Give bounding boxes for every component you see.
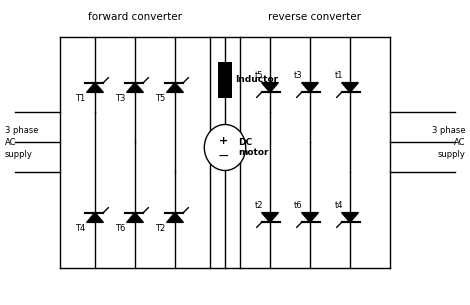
Text: DC
motor: DC motor: [238, 138, 269, 157]
Text: T3: T3: [115, 95, 125, 103]
Text: t2: t2: [254, 201, 263, 210]
Text: t6: t6: [294, 201, 303, 210]
Polygon shape: [262, 213, 278, 222]
Text: Inductor: Inductor: [235, 76, 278, 84]
Text: T6: T6: [115, 224, 125, 233]
Polygon shape: [302, 213, 318, 222]
Text: T4: T4: [75, 224, 86, 233]
Text: T2: T2: [156, 224, 165, 233]
Polygon shape: [86, 83, 103, 92]
Text: T5: T5: [156, 95, 165, 103]
Polygon shape: [302, 83, 318, 92]
Text: t1: t1: [334, 70, 343, 80]
Text: t5: t5: [254, 70, 263, 80]
Bar: [218, 63, 232, 98]
Text: t4: t4: [334, 201, 343, 210]
Text: T1: T1: [75, 95, 86, 103]
Ellipse shape: [204, 124, 246, 170]
Text: 3 phase
AC
supply: 3 phase AC supply: [5, 126, 39, 159]
Text: 3 phase
AC
supply: 3 phase AC supply: [431, 126, 465, 159]
Text: reverse converter: reverse converter: [268, 13, 361, 23]
Polygon shape: [342, 83, 359, 92]
Polygon shape: [342, 213, 359, 222]
Text: +: +: [219, 135, 227, 145]
Polygon shape: [86, 213, 103, 222]
Text: −: −: [217, 149, 229, 163]
Polygon shape: [262, 83, 278, 92]
Text: forward converter: forward converter: [88, 13, 182, 23]
Polygon shape: [166, 213, 183, 222]
Polygon shape: [126, 83, 143, 92]
Polygon shape: [126, 213, 143, 222]
Text: t3: t3: [294, 70, 303, 80]
Polygon shape: [166, 83, 183, 92]
